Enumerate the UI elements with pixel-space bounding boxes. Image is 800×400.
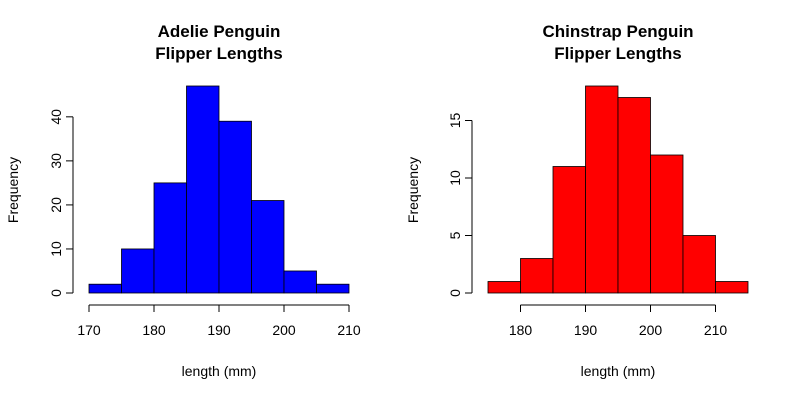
y-axis-label: Frequency [405,157,421,223]
x-tick-label: 180 [142,322,166,338]
y-axis: 0 10 20 30 40 [48,109,74,297]
histogram-bar [251,200,285,294]
x-tick-label: 200 [272,322,296,338]
histogram-bar [316,283,350,294]
chart-title-line-2: Flipper Lengths [554,44,682,63]
histogram-bar [617,97,651,294]
histogram-bar [153,182,187,294]
x-tick-label: 190 [574,322,598,338]
histogram-bar [186,85,220,294]
chart-title-line-1: Adelie Penguin [158,22,281,41]
y-tick-label: 5 [447,231,463,239]
histogram-bar [487,281,521,294]
histogram-bar [121,248,155,294]
histogram-bar [88,283,122,294]
y-tick-label: 10 [48,241,64,257]
x-tick-label: 190 [207,322,231,338]
histogram-bar [283,270,317,294]
bars [88,85,350,294]
y-axis: 0 5 10 15 [447,113,473,297]
y-tick-label: 20 [48,197,64,213]
x-axis: 170 180 190 200 210 [77,304,361,338]
x-axis: 180 190 200 210 [509,304,728,338]
histogram-bar [682,235,716,294]
histogram-bar [650,154,684,294]
x-tick-label: 210 [704,322,728,338]
y-tick-label: 10 [447,170,463,186]
adelie-panel: Adelie Penguin Flipper Lengths 170 180 190… [5,22,361,379]
histogram-bar [520,258,554,294]
y-tick-label: 0 [447,289,463,297]
chinstrap-panel: Chinstrap Penguin Flipper Lengths 180 190… [405,22,749,379]
x-tick-label: 180 [509,322,533,338]
x-axis-label: length (mm) [581,363,656,379]
x-tick-label: 210 [337,322,361,338]
histogram-bar [218,120,252,294]
x-axis-label: length (mm) [182,363,257,379]
histogram-bar [585,85,619,294]
y-tick-label: 40 [48,109,64,125]
y-tick-label: 0 [48,289,64,297]
bars [487,85,749,294]
y-tick-label: 30 [48,153,64,169]
x-tick-label: 170 [77,322,101,338]
y-axis-label: Frequency [5,157,21,223]
chart-title-line-1: Chinstrap Penguin [542,22,693,41]
chart-title-line-2: Flipper Lengths [155,44,283,63]
histogram-bar [715,281,749,294]
y-tick-label: 15 [447,113,463,129]
histogram-bar [552,166,586,294]
x-tick-label: 200 [639,322,663,338]
